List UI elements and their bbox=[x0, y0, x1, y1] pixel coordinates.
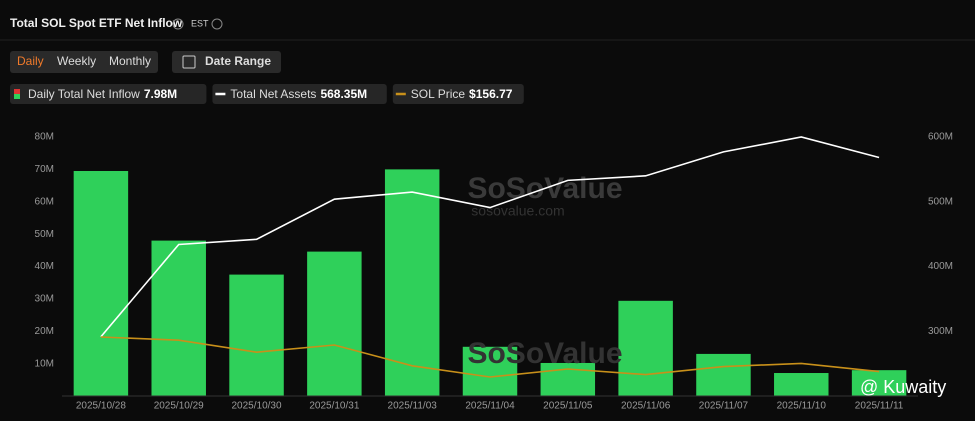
x-tick-label: 2025/11/06 bbox=[621, 401, 671, 412]
line bbox=[100, 136, 880, 338]
y-tick-label: 10M bbox=[35, 358, 54, 369]
y-tick-label: 40M bbox=[35, 261, 54, 272]
timezone: EST bbox=[191, 18, 209, 28]
legend-box bbox=[10, 84, 207, 104]
x-tick-label: 2025/10/29 bbox=[154, 401, 204, 412]
bar bbox=[151, 240, 206, 396]
y-tick-label: 80M bbox=[35, 132, 54, 143]
watermark: SoSoValue bbox=[467, 337, 622, 370]
y2-tick-label: 400M bbox=[928, 261, 953, 272]
x-tick-label: 2025/10/31 bbox=[309, 401, 359, 412]
bar bbox=[229, 274, 284, 396]
bar bbox=[307, 251, 362, 396]
y2-tick-label: 500M bbox=[928, 196, 953, 207]
tab[interactable]: Weekly bbox=[57, 54, 96, 68]
tab[interactable]: Monthly bbox=[109, 54, 151, 68]
y2-tick-label: 300M bbox=[928, 326, 953, 337]
x-tick-label: 2025/10/28 bbox=[76, 401, 126, 412]
x-tick-label: 2025/11/07 bbox=[699, 401, 749, 412]
x-tick-label: 2025/11/11 bbox=[855, 401, 904, 412]
info-icon bbox=[172, 18, 184, 30]
date-range-label[interactable]: Date Range bbox=[205, 54, 271, 68]
y-tick-label: 20M bbox=[35, 326, 54, 337]
bar bbox=[696, 353, 751, 396]
legend-value: 7.98M bbox=[144, 87, 177, 101]
bar bbox=[774, 373, 829, 396]
info-icon bbox=[211, 18, 223, 30]
legend-box bbox=[392, 84, 524, 104]
legend-label: Daily Total Net Inflow bbox=[28, 87, 140, 101]
bar bbox=[851, 370, 907, 396]
x-tick-label: 2025/11/10 bbox=[777, 401, 827, 412]
tab[interactable]: Daily bbox=[17, 54, 44, 68]
calendar-icon bbox=[182, 55, 196, 69]
x-tick-label: 2025/10/30 bbox=[232, 401, 282, 412]
legend-swatch bbox=[14, 89, 20, 94]
date-range-button[interactable] bbox=[172, 51, 281, 73]
legend-value: $156.77 bbox=[469, 87, 513, 101]
y-tick-label: 70M bbox=[35, 164, 54, 175]
legend-label: Total Net Assets bbox=[230, 87, 316, 101]
legend-swatch bbox=[14, 94, 20, 99]
x-tick-label: 2025/11/03 bbox=[388, 401, 438, 412]
legend-box bbox=[212, 84, 387, 104]
y2-tick-label: 600M bbox=[928, 132, 953, 143]
x-tick-label: 2025/11/05 bbox=[543, 401, 593, 412]
legend-value: 568.35M bbox=[320, 87, 367, 101]
watermark: sosovalue.com bbox=[471, 203, 564, 219]
y-tick-label: 30M bbox=[35, 294, 54, 305]
x-tick-label: 2025/11/04 bbox=[465, 401, 515, 412]
bar bbox=[384, 169, 440, 396]
tab-group bbox=[10, 51, 158, 73]
y-tick-label: 60M bbox=[35, 196, 54, 207]
line bbox=[100, 336, 880, 378]
title: Total SOL Spot ETF Net Inflow bbox=[10, 16, 183, 30]
credit: @ Kuwaity bbox=[860, 377, 946, 397]
bar bbox=[462, 346, 518, 396]
bar bbox=[73, 170, 129, 396]
y-tick-label: 50M bbox=[35, 229, 54, 240]
bar bbox=[618, 300, 673, 396]
legend-label: SOL Price bbox=[411, 87, 466, 101]
